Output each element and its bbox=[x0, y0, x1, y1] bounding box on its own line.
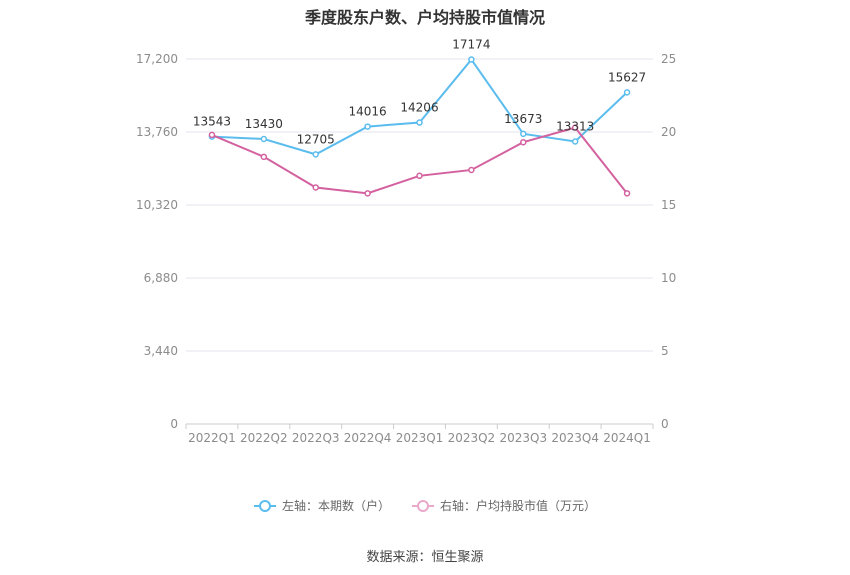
series-point-0 bbox=[416, 119, 423, 126]
x-tick-label: 2022Q3 bbox=[292, 431, 340, 445]
data-label: 12705 bbox=[297, 132, 335, 146]
left-tick-label: 17,200 bbox=[136, 52, 178, 66]
series-line-1 bbox=[211, 126, 628, 195]
x-tick-label: 2022Q1 bbox=[188, 431, 236, 445]
left-tick-label: 13,760 bbox=[136, 125, 178, 139]
data-label: 14016 bbox=[349, 105, 387, 119]
grid-lines bbox=[186, 58, 653, 425]
series-point-1 bbox=[468, 166, 475, 174]
series-point-1 bbox=[416, 172, 423, 180]
x-tick-label: 2024Q1 bbox=[603, 431, 651, 445]
x-tick-label: 2022Q4 bbox=[344, 431, 392, 445]
legend-item-left-series[interactable]: 左轴：本期数（户） bbox=[253, 497, 390, 514]
series-point-1 bbox=[312, 184, 319, 191]
chart-title: 季度股东户数、户均持股市值情况 bbox=[304, 8, 545, 27]
right-tick-label: 15 bbox=[661, 198, 676, 212]
series-point-1 bbox=[520, 138, 527, 146]
data-label: 17174 bbox=[452, 38, 490, 52]
right-tick-label: 10 bbox=[661, 271, 676, 285]
legend-marker-left-icon bbox=[253, 499, 276, 512]
x-tick-label: 2023Q3 bbox=[499, 431, 547, 445]
series-point-1 bbox=[260, 153, 268, 161]
series-layer bbox=[208, 56, 631, 197]
legend-label-right: 右轴：户均持股市值（万元） bbox=[440, 499, 597, 513]
series-point-1 bbox=[571, 124, 579, 131]
series-point-0 bbox=[520, 130, 527, 138]
series-point-1 bbox=[623, 190, 631, 197]
data-label: 13430 bbox=[245, 117, 283, 131]
data-source: 数据来源：恒生聚源 bbox=[366, 550, 484, 565]
left-tick-label: 6,880 bbox=[144, 271, 178, 285]
data-label: 13673 bbox=[504, 112, 542, 126]
series-point-1 bbox=[364, 190, 371, 197]
left-tick-label: 3,440 bbox=[144, 344, 178, 358]
right-tick-label: 25 bbox=[661, 52, 676, 66]
data-label: 13543 bbox=[193, 115, 231, 129]
series-point-0 bbox=[468, 56, 475, 63]
series-point-0 bbox=[571, 138, 579, 145]
legend: 左轴：本期数（户） 右轴：户均持股市值（万元） bbox=[0, 497, 850, 514]
legend-marker-right-icon bbox=[412, 499, 434, 512]
right-tick-label: 0 bbox=[661, 417, 669, 431]
series-point-0 bbox=[364, 123, 371, 130]
x-tick-label: 2023Q4 bbox=[551, 431, 599, 445]
data-labels: 13543 13430 12705 14016 14206 17174 13673 13313… bbox=[193, 38, 646, 147]
data-label: 14206 bbox=[400, 101, 438, 115]
left-tick-label: 10,320 bbox=[136, 198, 178, 212]
left-tick-label: 0 bbox=[170, 417, 178, 431]
axes: 0 3,440 6,880 10,320 13,760 17,200 0 5 10 15 20 25 2… bbox=[136, 52, 676, 445]
right-tick-label: 20 bbox=[661, 125, 676, 139]
series-point-0 bbox=[312, 151, 319, 158]
series-point-0 bbox=[260, 135, 268, 143]
data-label: 13313 bbox=[556, 119, 594, 133]
x-tick-label: 2023Q1 bbox=[396, 431, 444, 445]
data-label: 15627 bbox=[608, 70, 646, 84]
series-point-0 bbox=[623, 89, 631, 96]
x-tick-label: 2023Q2 bbox=[448, 431, 496, 445]
right-tick-label: 5 bbox=[661, 344, 669, 358]
x-tick-label: 2022Q2 bbox=[240, 431, 288, 445]
legend-item-right-series[interactable]: 右轴：户均持股市值（万元） bbox=[412, 497, 596, 514]
series-point-1 bbox=[208, 131, 216, 139]
legend-label-left: 左轴：本期数（户） bbox=[281, 499, 390, 513]
